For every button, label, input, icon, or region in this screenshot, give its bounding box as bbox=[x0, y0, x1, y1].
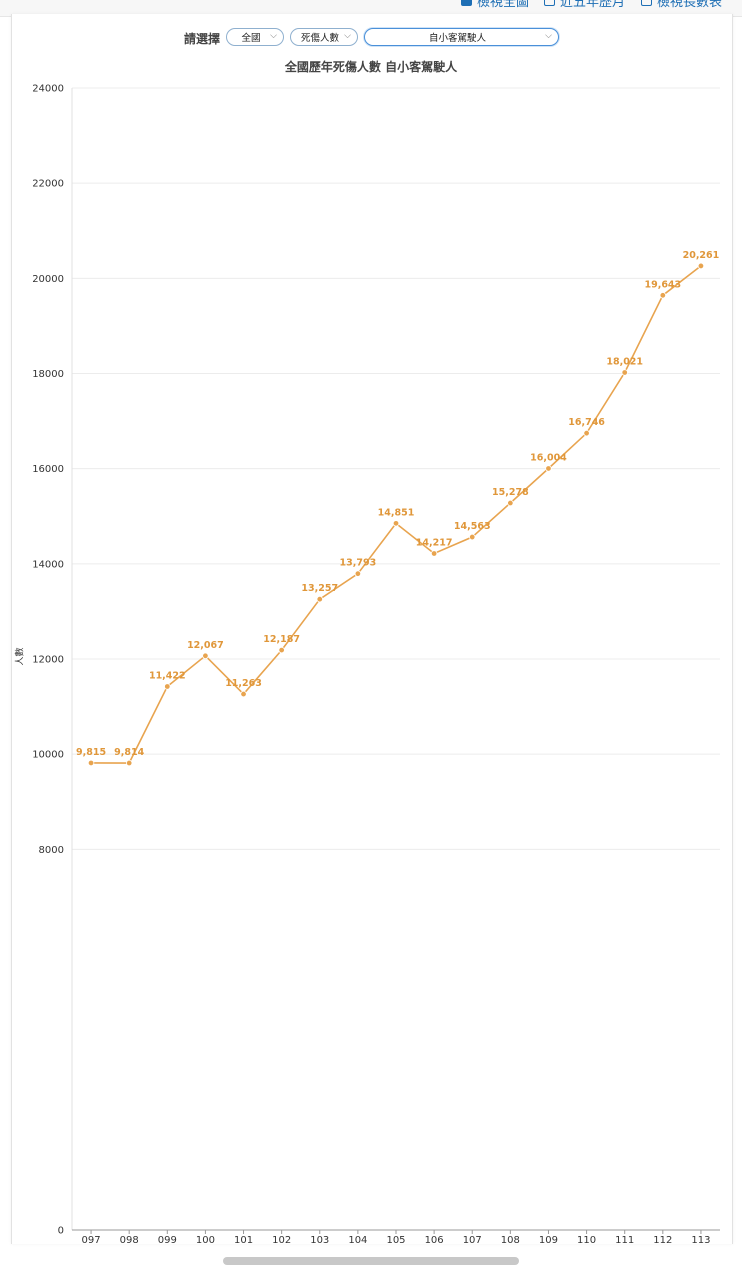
y-tick-label: 20000 bbox=[32, 274, 64, 285]
y-tick-label: 18000 bbox=[32, 369, 64, 380]
x-tick-label: 097 bbox=[82, 1235, 101, 1246]
data-label: 20,261 bbox=[683, 250, 720, 261]
y-tick-label: 0 bbox=[58, 1226, 64, 1237]
x-tick-label: 109 bbox=[539, 1235, 558, 1246]
view-table-link[interactable]: 檢視長數表 bbox=[641, 0, 722, 10]
x-tick-label: 112 bbox=[653, 1235, 672, 1246]
calendar-icon bbox=[544, 0, 555, 6]
metric-select-value: 死傷人數 bbox=[300, 33, 339, 44]
x-tick-label: 113 bbox=[691, 1235, 710, 1246]
data-point bbox=[316, 595, 323, 603]
data-label: 12,067 bbox=[187, 640, 224, 651]
data-point bbox=[278, 646, 285, 654]
data-point bbox=[507, 499, 514, 507]
x-tick-label: 104 bbox=[348, 1235, 367, 1246]
data-point bbox=[545, 465, 552, 472]
data-point bbox=[621, 369, 628, 376]
home-indicator[interactable] bbox=[223, 1257, 519, 1265]
line-chart: 0 8000 10000 12000 14000 16000 18000 20000 22000… bbox=[32, 84, 720, 1246]
chevron-down-icon: ⌵ bbox=[545, 31, 552, 41]
y-tick-label: 24000 bbox=[32, 84, 64, 95]
chart-card bbox=[11, 14, 733, 1244]
data-label: 11,263 bbox=[225, 678, 262, 689]
chevron-down-icon: ⌵ bbox=[270, 31, 277, 41]
filter-row: 請選擇 全國 ⌵ 死傷人數 ⌵ 自小客駕駛人 ⌵ bbox=[0, 27, 742, 49]
data-label: 16,746 bbox=[568, 417, 605, 428]
x-tick-label: 107 bbox=[463, 1235, 482, 1246]
category-select[interactable]: 自小客駕駛人 ⌵ bbox=[364, 28, 559, 46]
data-point bbox=[430, 550, 438, 557]
data-label: 13,793 bbox=[340, 558, 377, 569]
x-tick-label: 098 bbox=[120, 1235, 139, 1246]
recent-five-years-label: 近五年歷月 bbox=[560, 0, 626, 10]
x-tick-label: 103 bbox=[310, 1235, 329, 1246]
chevron-down-icon: ⌵ bbox=[344, 31, 351, 41]
checkbox-icon bbox=[461, 0, 472, 6]
x-tick-label: 102 bbox=[272, 1235, 291, 1246]
region-select[interactable]: 全國 ⌵ bbox=[226, 28, 284, 46]
x-tick-label: 101 bbox=[234, 1235, 253, 1246]
filter-label: 請選擇 bbox=[184, 32, 221, 46]
x-tick-label: 105 bbox=[386, 1235, 405, 1246]
data-point bbox=[659, 292, 667, 299]
data-point bbox=[125, 759, 133, 767]
data-label: 15,278 bbox=[492, 487, 529, 498]
y-tick-label: 10000 bbox=[32, 750, 64, 761]
data-point bbox=[87, 759, 95, 767]
data-label: 12,187 bbox=[263, 634, 300, 645]
x-tick-label: 110 bbox=[577, 1235, 596, 1246]
x-tick-label: 106 bbox=[425, 1235, 444, 1246]
data-label: 11,422 bbox=[149, 671, 186, 682]
view-full-link[interactable]: 檢視全圖 bbox=[461, 0, 529, 10]
x-tick-label: 099 bbox=[158, 1235, 177, 1246]
metric-select[interactable]: 死傷人數 ⌵ bbox=[290, 28, 358, 46]
table-icon bbox=[641, 0, 652, 6]
chart-title: 全國歷年死傷人數 自小客駕駛人 bbox=[284, 60, 458, 74]
y-tick-label: 14000 bbox=[32, 559, 64, 570]
x-tick-label: 108 bbox=[501, 1235, 520, 1246]
y-tick-label: 8000 bbox=[39, 845, 64, 856]
view-table-label: 檢視長數表 bbox=[657, 0, 723, 10]
view-full-label: 檢視全圖 bbox=[477, 0, 530, 10]
x-tick-label: 100 bbox=[196, 1235, 215, 1246]
region-select-value: 全國 bbox=[241, 33, 261, 44]
y-tick-label: 16000 bbox=[32, 464, 64, 475]
data-label: 18,021 bbox=[606, 357, 643, 368]
category-select-value: 自小客駕駛人 bbox=[428, 33, 486, 44]
data-label: 13,257 bbox=[301, 583, 338, 594]
data-point bbox=[392, 520, 400, 527]
data-label: 16,004 bbox=[530, 452, 567, 463]
data-point bbox=[202, 652, 209, 660]
data-label: 9,815 bbox=[76, 747, 106, 758]
y-tick-label: 22000 bbox=[32, 179, 64, 190]
data-label: 14,217 bbox=[416, 538, 453, 549]
data-label: 14,851 bbox=[378, 507, 415, 518]
data-point bbox=[469, 533, 476, 541]
data-point bbox=[583, 429, 590, 437]
recent-five-years-link[interactable]: 近五年歷月 bbox=[544, 0, 625, 10]
data-label: 19,643 bbox=[644, 279, 681, 290]
data-point bbox=[354, 570, 362, 577]
data-label: 9,814 bbox=[114, 747, 144, 758]
data-point bbox=[697, 262, 705, 270]
y-tick-label: 12000 bbox=[32, 655, 64, 666]
data-point bbox=[240, 690, 247, 698]
x-tick-label: 111 bbox=[615, 1235, 634, 1246]
data-label: 14,563 bbox=[454, 521, 491, 532]
data-point bbox=[164, 683, 171, 690]
